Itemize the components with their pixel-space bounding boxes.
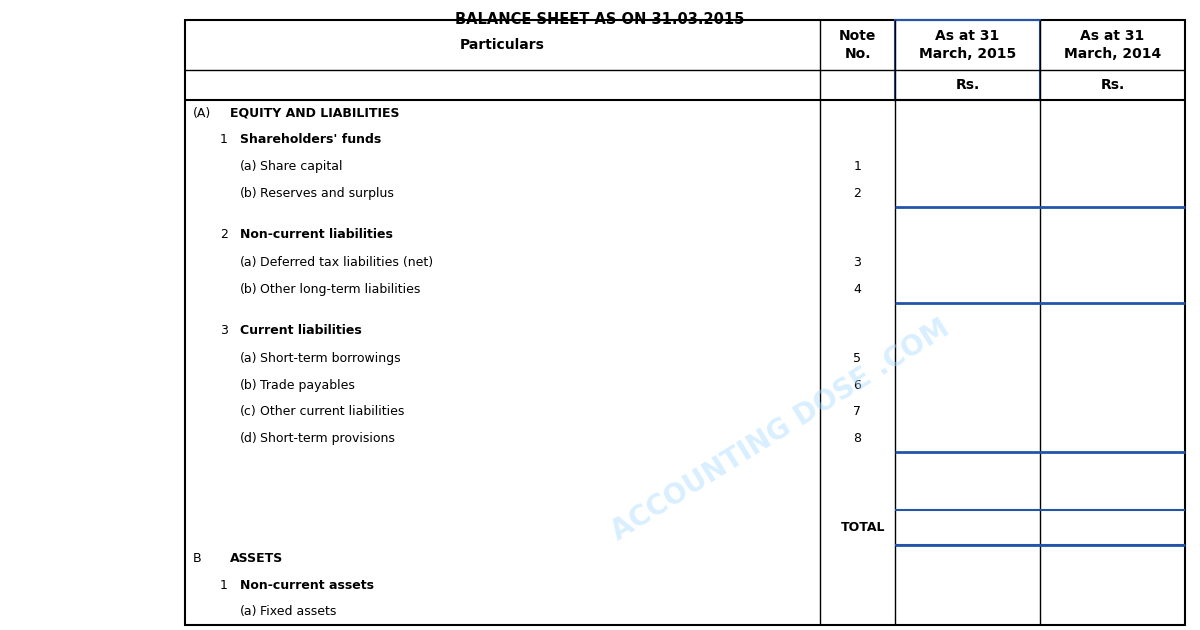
Text: Short-term borrowings: Short-term borrowings xyxy=(260,352,401,365)
Text: Particulars: Particulars xyxy=(460,38,545,52)
Bar xyxy=(895,20,1040,100)
Bar xyxy=(185,20,1186,625)
Text: Trade payables: Trade payables xyxy=(260,379,355,392)
Text: As at 31
March, 2014: As at 31 March, 2014 xyxy=(1064,29,1162,61)
Text: (c): (c) xyxy=(240,405,257,418)
Text: (b): (b) xyxy=(240,186,258,200)
Text: 6: 6 xyxy=(853,379,862,392)
Text: (a): (a) xyxy=(240,352,258,365)
Text: Note
No.: Note No. xyxy=(839,29,876,61)
Text: 1: 1 xyxy=(220,134,228,146)
Text: B: B xyxy=(193,552,202,565)
Text: Short-term provisions: Short-term provisions xyxy=(260,432,395,445)
Text: Other current liabilities: Other current liabilities xyxy=(260,405,404,418)
Text: EQUITY AND LIABILITIES: EQUITY AND LIABILITIES xyxy=(230,107,400,120)
Text: ACCOUNTING DOSE .COM: ACCOUNTING DOSE .COM xyxy=(606,314,954,546)
Text: 2: 2 xyxy=(853,186,862,200)
Text: (b): (b) xyxy=(240,283,258,295)
Text: 1: 1 xyxy=(853,160,862,173)
Text: Non-current liabilities: Non-current liabilities xyxy=(240,228,392,241)
Text: 7: 7 xyxy=(853,405,862,418)
Text: Fixed assets: Fixed assets xyxy=(260,605,336,618)
Text: As at 31
March, 2015: As at 31 March, 2015 xyxy=(919,29,1016,61)
Text: 3: 3 xyxy=(220,324,228,337)
Text: (a): (a) xyxy=(240,605,258,618)
Text: (b): (b) xyxy=(240,379,258,392)
Text: ASSETS: ASSETS xyxy=(230,552,283,565)
Text: 5: 5 xyxy=(853,352,862,365)
Text: 1: 1 xyxy=(220,578,228,592)
Text: TOTAL: TOTAL xyxy=(840,521,886,534)
Text: 8: 8 xyxy=(853,432,862,445)
Text: Current liabilities: Current liabilities xyxy=(240,324,361,337)
Text: 2: 2 xyxy=(220,228,228,241)
Text: Other long-term liabilities: Other long-term liabilities xyxy=(260,283,420,295)
Text: (d): (d) xyxy=(240,432,258,445)
Text: Share capital: Share capital xyxy=(260,160,342,173)
Text: 4: 4 xyxy=(853,283,862,295)
Text: Rs.: Rs. xyxy=(1100,78,1124,92)
Text: 3: 3 xyxy=(853,256,862,269)
Text: BALANCE SHEET AS ON 31.03.2015: BALANCE SHEET AS ON 31.03.2015 xyxy=(455,12,745,27)
Text: (a): (a) xyxy=(240,256,258,269)
Text: Shareholders' funds: Shareholders' funds xyxy=(240,134,382,146)
Text: Deferred tax liabilities (net): Deferred tax liabilities (net) xyxy=(260,256,433,269)
Text: (a): (a) xyxy=(240,160,258,173)
Text: Reserves and surplus: Reserves and surplus xyxy=(260,186,394,200)
Text: Non-current assets: Non-current assets xyxy=(240,578,374,592)
Text: (A): (A) xyxy=(193,107,211,120)
Text: Rs.: Rs. xyxy=(955,78,979,92)
